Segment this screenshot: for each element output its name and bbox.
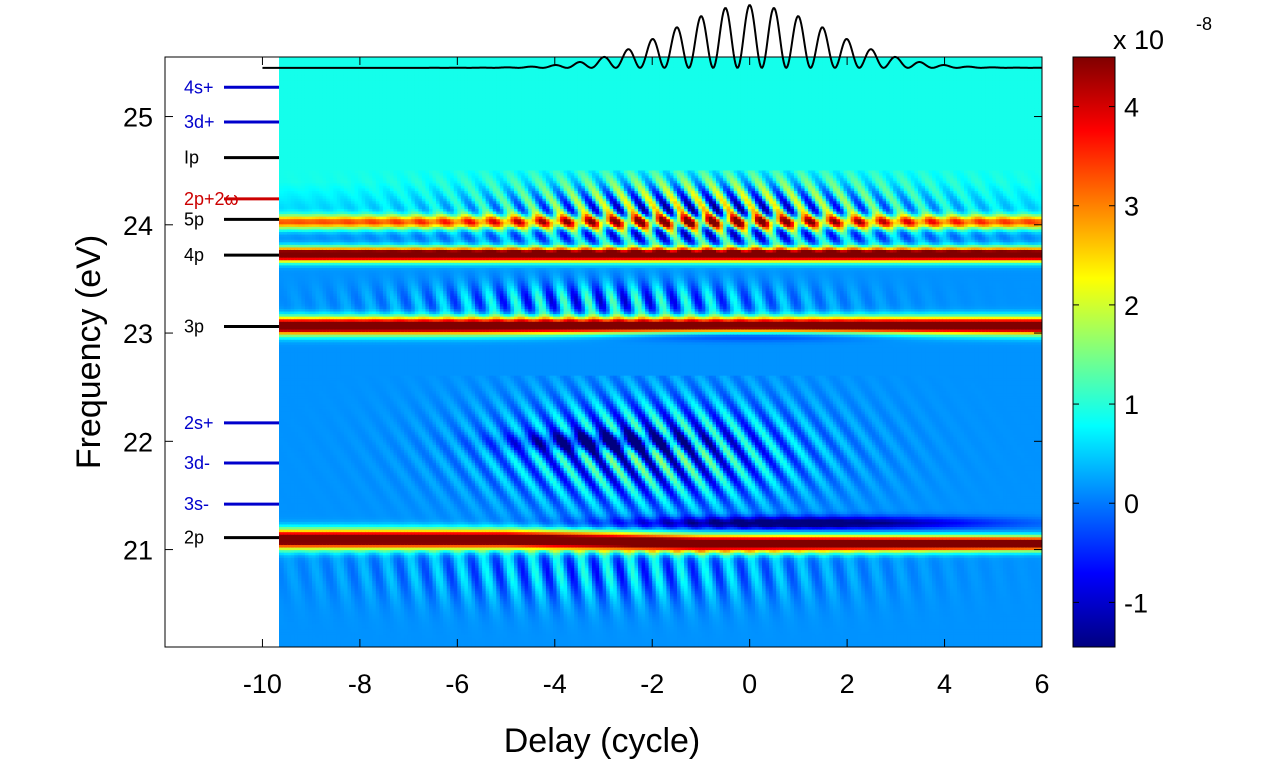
heatmap xyxy=(262,57,1042,648)
